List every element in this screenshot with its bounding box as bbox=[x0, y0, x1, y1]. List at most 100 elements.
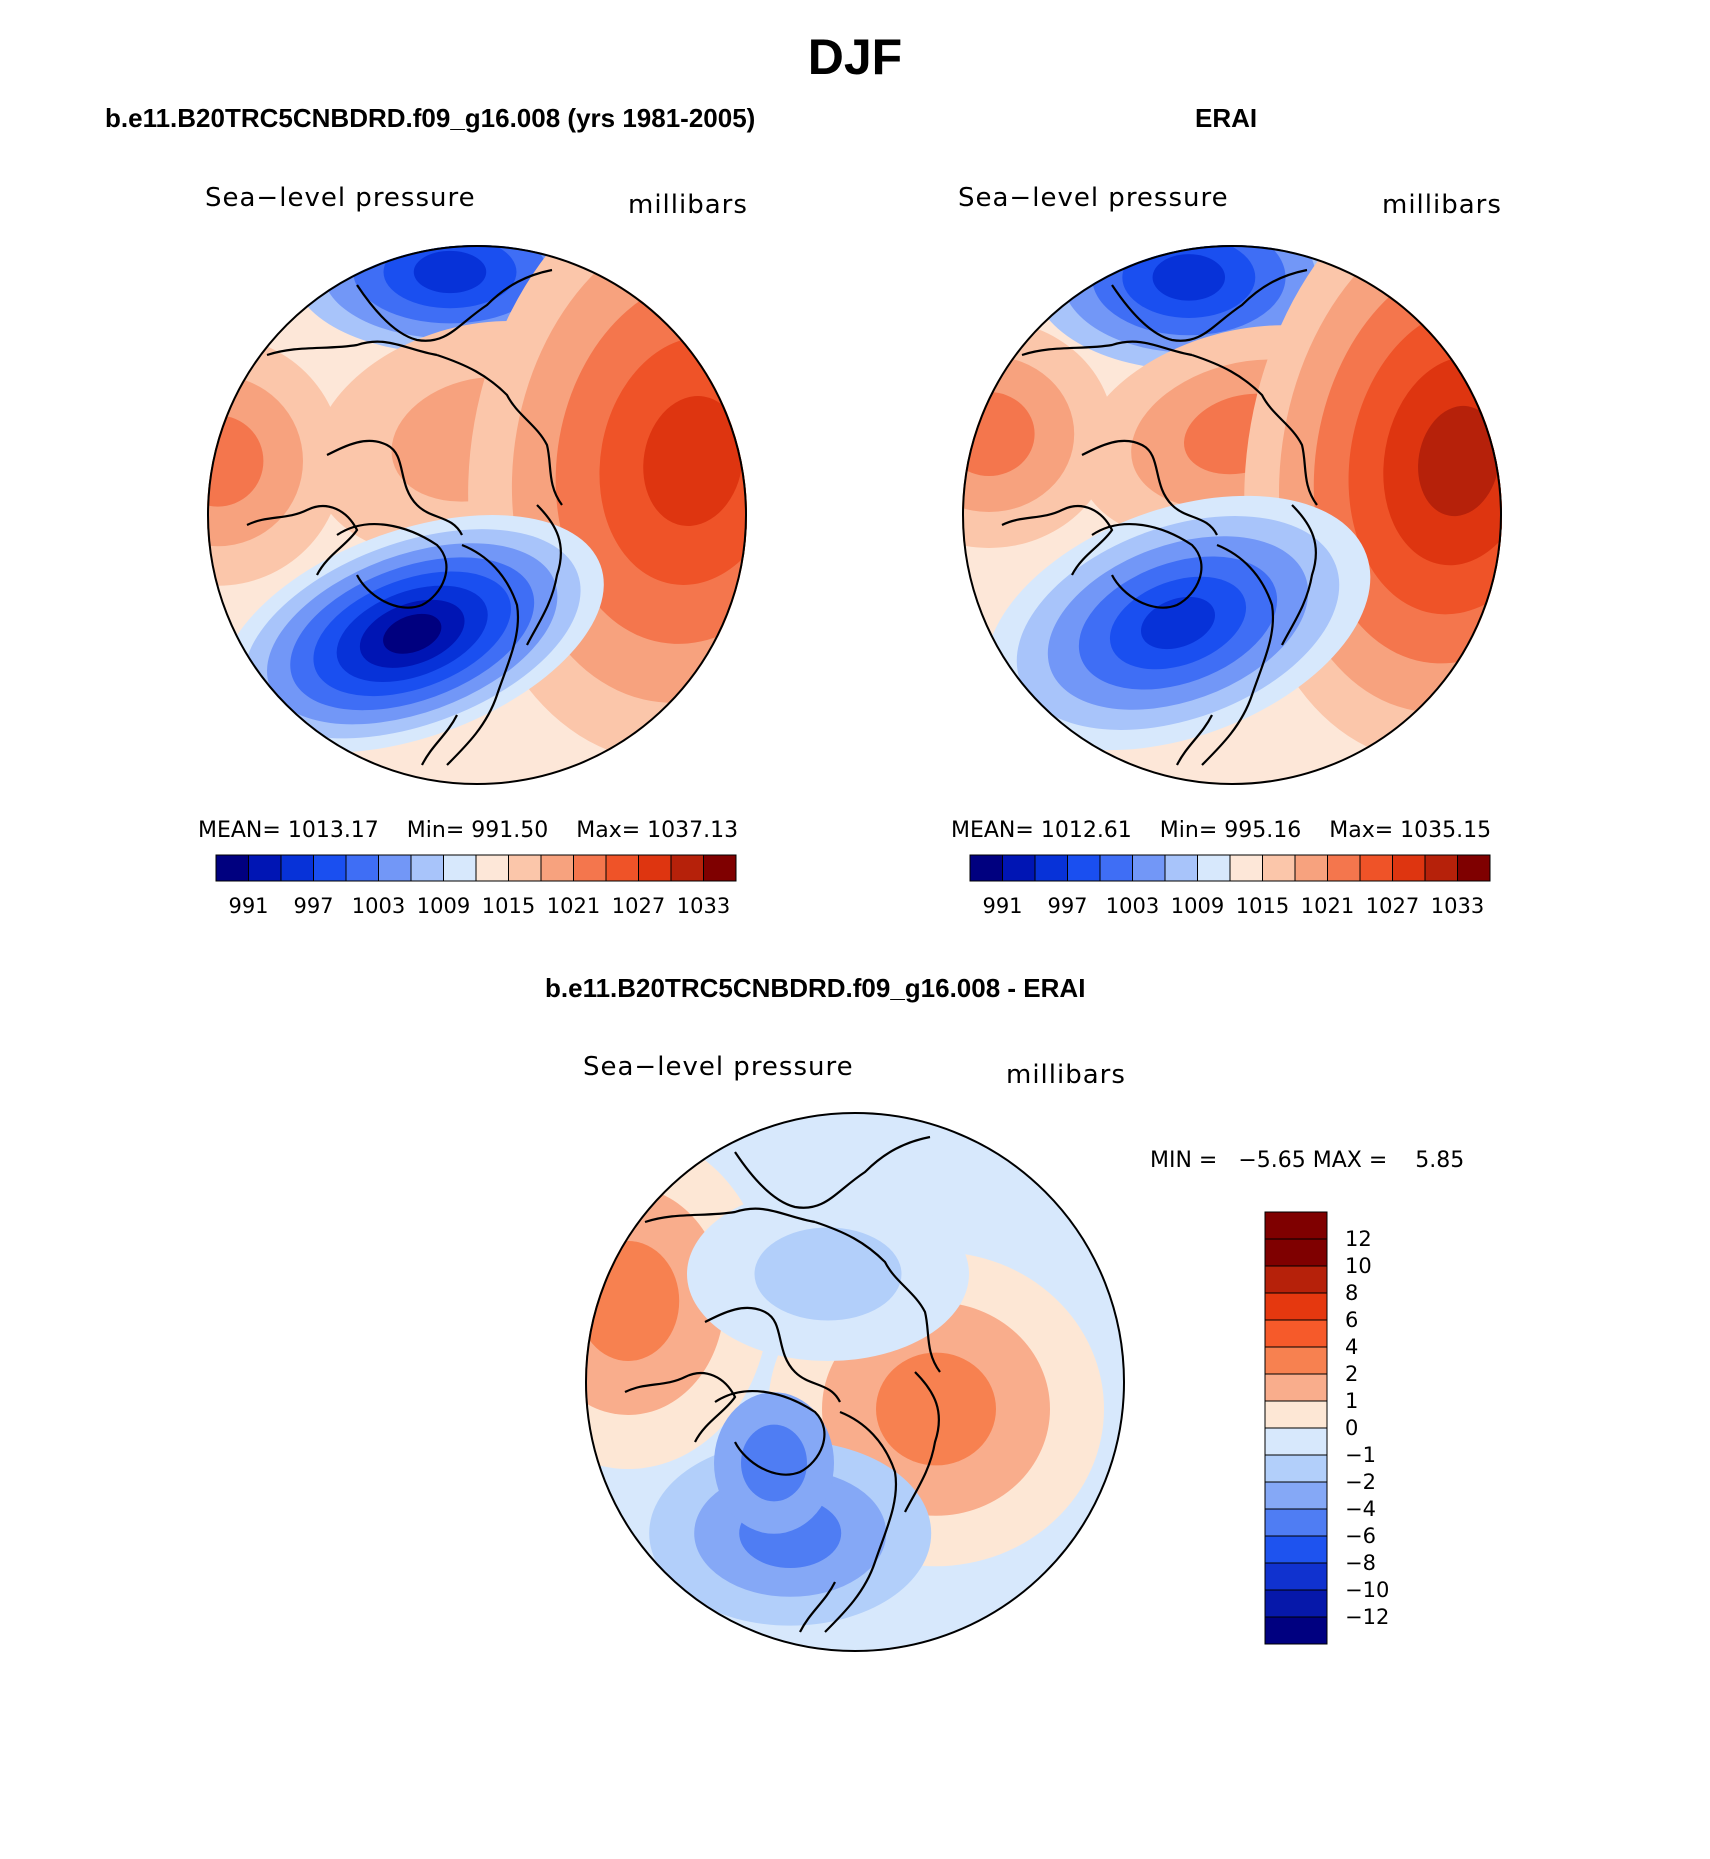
panel-2-max-label: Max= bbox=[1329, 818, 1394, 843]
colorbar-tick-label: 1021 bbox=[1301, 894, 1354, 918]
colorbar-swatch bbox=[1424, 854, 1458, 882]
coastline-segment bbox=[446, 543, 520, 766]
colorbar-tick-label: 12 bbox=[1345, 1227, 1372, 1251]
contour-region bbox=[1140, 596, 1216, 650]
coastline bbox=[1001, 268, 1318, 766]
colorbar-swatch bbox=[703, 854, 737, 882]
colorbar-swatch bbox=[1002, 854, 1036, 882]
coastline-segment bbox=[1081, 439, 1218, 536]
coastline-segment bbox=[326, 439, 463, 536]
panel-2-polar-map bbox=[962, 245, 1502, 785]
colorbar-tick-label: 10 bbox=[1345, 1254, 1372, 1278]
panel-2-variable-label: Sea−level pressure bbox=[958, 183, 1229, 213]
colorbar-swatch bbox=[573, 854, 607, 882]
colorbar-swatch bbox=[1067, 854, 1101, 882]
colorbar-tick-label: 1015 bbox=[482, 894, 535, 918]
colorbar-swatch bbox=[280, 854, 314, 882]
colorbar-swatch bbox=[1164, 854, 1198, 882]
coastline-segment bbox=[824, 1410, 898, 1633]
coastline-segment bbox=[1281, 504, 1317, 646]
panel-3-units-label: millibars bbox=[1006, 1060, 1126, 1090]
colorbar-swatch bbox=[1359, 854, 1393, 882]
map-boundary bbox=[207, 245, 747, 785]
colorbar-swatch bbox=[1264, 1319, 1328, 1348]
colorbar-tick-label: −10 bbox=[1345, 1578, 1389, 1602]
contour-region bbox=[1418, 405, 1500, 517]
coastline-segment bbox=[266, 340, 438, 357]
colorbar-tick-label: 997 bbox=[1047, 894, 1087, 918]
coastline bbox=[624, 1135, 941, 1633]
colorbar-tick-label: −2 bbox=[1345, 1470, 1376, 1494]
panel-1-title: b.e11.B20TRC5CNBDRD.f09_g16.008 (yrs 198… bbox=[105, 103, 756, 133]
panel-1-min-value: 991.50 bbox=[471, 818, 549, 843]
colorbar-tick-label: −4 bbox=[1345, 1497, 1376, 1521]
panel-1-max-label: Max= bbox=[576, 818, 641, 843]
colorbar-swatch bbox=[508, 854, 542, 882]
colorbar-swatch bbox=[670, 854, 704, 882]
colorbar-tick-label: 1021 bbox=[547, 894, 600, 918]
colorbar-swatch bbox=[1034, 854, 1068, 882]
panel-2-max-value: 1035.15 bbox=[1400, 818, 1492, 843]
panel-3-variable-label: Sea−level pressure bbox=[583, 1052, 854, 1082]
coastline-segment bbox=[336, 523, 448, 609]
colorbar-tick-label: −1 bbox=[1345, 1443, 1376, 1467]
coastline-segment bbox=[1091, 523, 1203, 609]
coastline-segment bbox=[1021, 340, 1193, 357]
colorbar-tick-label: 991 bbox=[982, 894, 1022, 918]
colorbar-swatch bbox=[475, 854, 509, 882]
colorbar-swatch bbox=[378, 854, 412, 882]
coastline-segment bbox=[814, 1220, 941, 1373]
panel-2-mean-value: 1012.61 bbox=[1040, 818, 1132, 843]
colorbar-swatch bbox=[1264, 1292, 1328, 1321]
coastline-segment bbox=[356, 268, 553, 342]
contour-region bbox=[962, 392, 1035, 476]
colorbar-swatch bbox=[1264, 1562, 1328, 1591]
colorbar-swatch bbox=[1264, 1211, 1328, 1240]
colorbar-tick-label: 2 bbox=[1345, 1362, 1358, 1386]
colorbar-swatch bbox=[1264, 1238, 1328, 1267]
figure-title: DJF bbox=[807, 29, 903, 85]
contour-region bbox=[1152, 254, 1226, 301]
panel-2-title: ERAI bbox=[1195, 103, 1258, 133]
colorbar-tick-label: 1009 bbox=[417, 894, 470, 918]
coastline-segment bbox=[904, 1371, 940, 1513]
colorbar-swatch bbox=[1264, 1616, 1328, 1645]
coastline-segment bbox=[246, 505, 359, 576]
panel-2-units-label: millibars bbox=[1382, 190, 1502, 220]
colorbar-tick-label: 1003 bbox=[1106, 894, 1159, 918]
panel-1-mean-label: MEAN= bbox=[198, 818, 281, 843]
colorbar-swatch bbox=[1229, 854, 1263, 882]
colorbar-swatch bbox=[1264, 1265, 1328, 1294]
colorbar-swatch bbox=[1264, 1427, 1328, 1456]
colorbar-swatch bbox=[345, 854, 379, 882]
coastline-segment bbox=[644, 1207, 816, 1224]
coastline-segment bbox=[1176, 714, 1213, 766]
coastline-segment bbox=[436, 353, 563, 506]
colorbar-tick-label: −8 bbox=[1345, 1551, 1376, 1575]
coastline-segment bbox=[704, 1306, 841, 1403]
panel-3-title: b.e11.B20TRC5CNBDRD.f09_g16.008 - ERAI bbox=[545, 973, 1086, 1003]
colorbar-tick-label: 1 bbox=[1345, 1389, 1358, 1413]
colorbar-tick-label: 4 bbox=[1345, 1335, 1358, 1359]
map-boundary bbox=[585, 1112, 1125, 1652]
coastline bbox=[246, 268, 563, 766]
colorbar-tick-label: −6 bbox=[1345, 1524, 1376, 1548]
colorbar-tick-label: 1027 bbox=[1366, 894, 1419, 918]
colorbar-swatch bbox=[1457, 854, 1491, 882]
contour-region bbox=[207, 415, 264, 507]
map-boundary bbox=[962, 245, 1502, 785]
panel-1-max-value: 1037.13 bbox=[647, 818, 739, 843]
colorbar-tick-label: 1033 bbox=[1431, 894, 1484, 918]
colorbar-tick-label: 997 bbox=[293, 894, 333, 918]
contour-region bbox=[383, 613, 442, 654]
colorbar-swatch bbox=[1392, 854, 1426, 882]
contour-region bbox=[585, 1241, 680, 1361]
colorbar-swatch bbox=[1264, 1508, 1328, 1537]
contour-region bbox=[876, 1352, 996, 1466]
colorbar-swatch bbox=[410, 854, 444, 882]
colorbar-swatch bbox=[1264, 1346, 1328, 1375]
panel-1-polar-map bbox=[207, 245, 747, 785]
colorbar-tick-label: 6 bbox=[1345, 1308, 1358, 1332]
colorbar-swatch bbox=[1264, 1373, 1328, 1402]
